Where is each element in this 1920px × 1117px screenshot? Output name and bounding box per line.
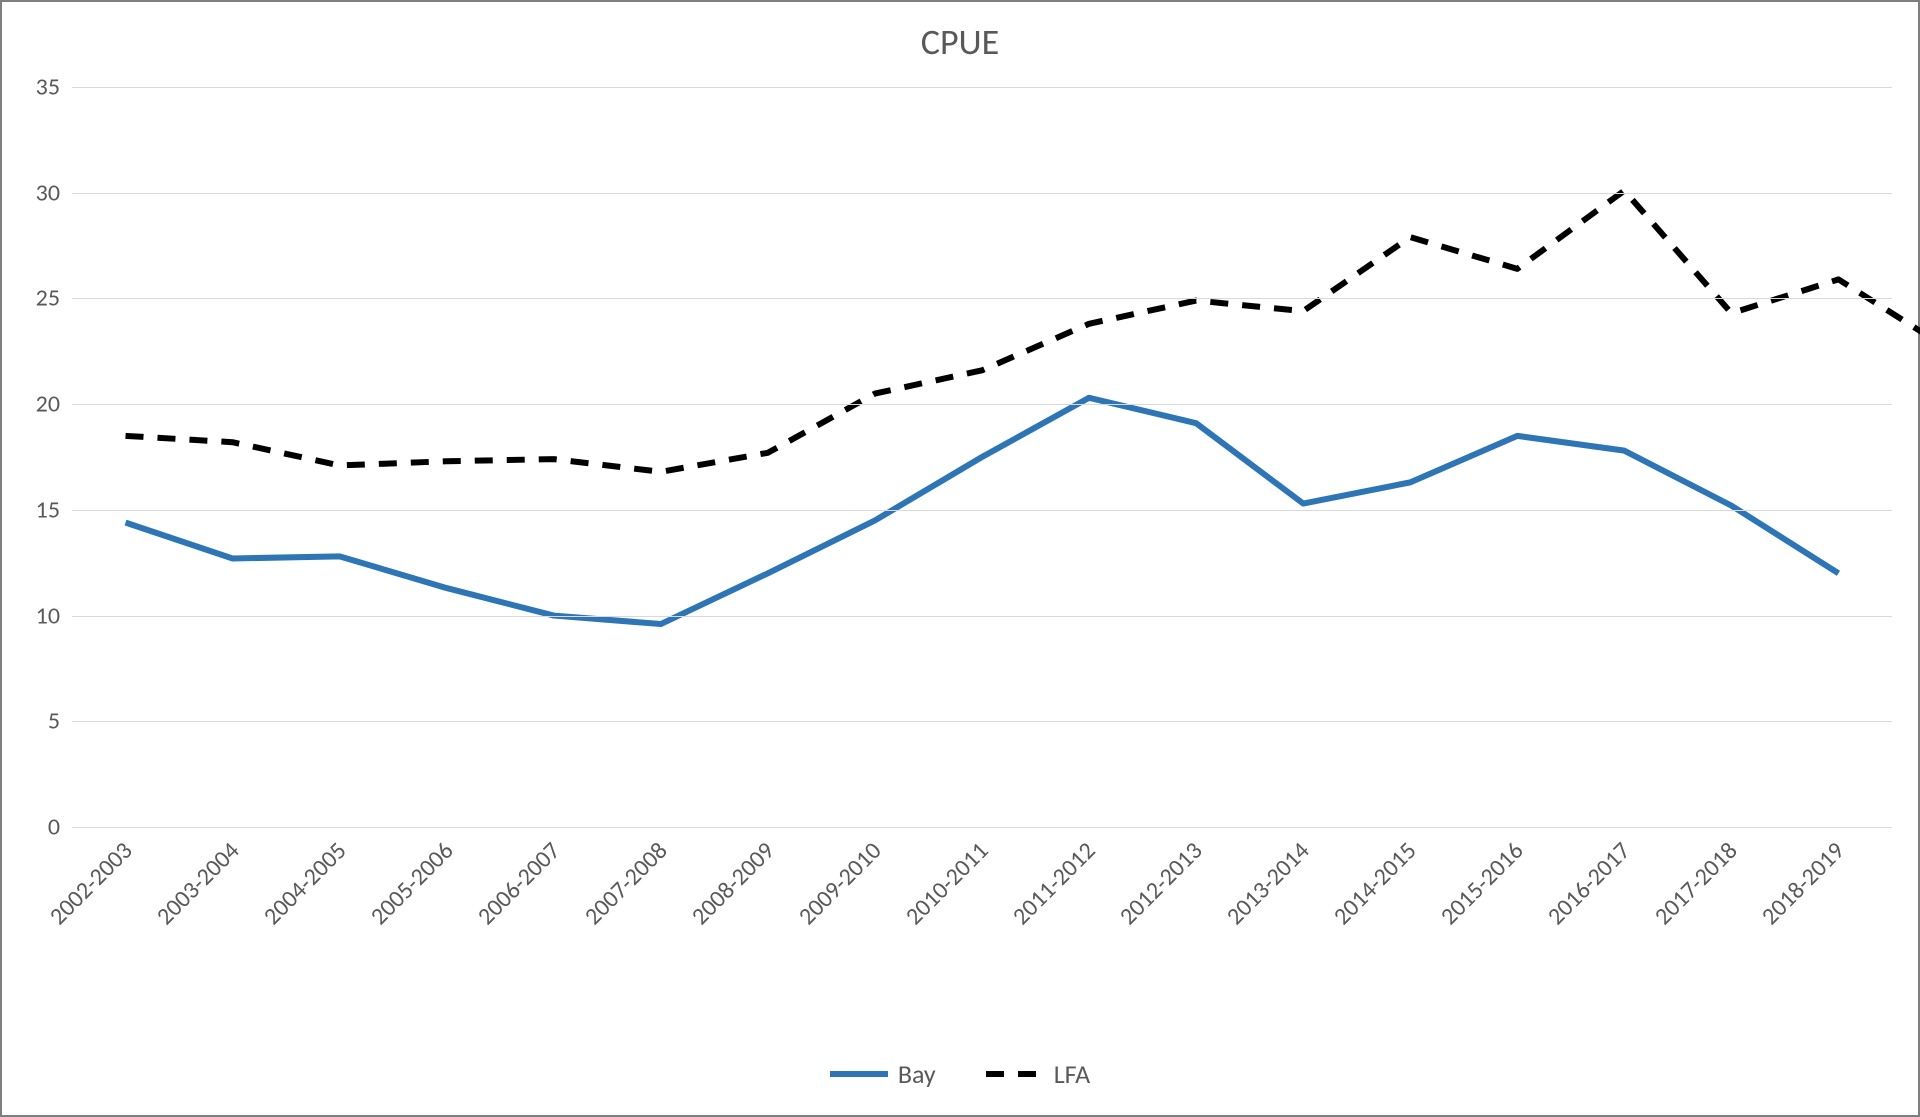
x-tick-label: 2008-2009 [681,832,780,931]
x-tick-label: 2016-2017 [1538,832,1637,931]
legend-swatch-icon [830,1069,888,1079]
x-tick-label: 2002-2003 [39,832,138,931]
x-tick-label: 2014-2015 [1324,832,1423,931]
x-tick-label: 2015-2016 [1431,832,1530,931]
x-tick-label: 2012-2013 [1110,832,1209,931]
gridline [72,404,1892,405]
x-tick-label: 2004-2005 [253,832,352,931]
x-tick-label: 2006-2007 [467,832,566,931]
chart-title: CPUE [2,20,1918,64]
gridline [72,827,1892,828]
cpue-line-chart: CPUE 051015202530352002-20032003-2004200… [0,0,1920,1117]
gridline [72,721,1892,722]
x-tick-label: 2017-2018 [1645,832,1744,931]
x-tick-label: 2013-2014 [1217,832,1316,931]
x-tick-label: 2003-2004 [146,832,245,931]
x-tick-label: 2009-2010 [789,832,888,931]
legend-swatch-icon [986,1069,1044,1079]
series-lines [72,87,1892,827]
legend-item-bay: Bay [830,1058,936,1090]
legend-label: Bay [898,1058,936,1090]
y-tick-label: 10 [36,601,72,630]
gridline [72,298,1892,299]
y-tick-label: 0 [48,813,72,842]
y-tick-label: 30 [36,178,72,207]
gridline [72,616,1892,617]
gridline [72,193,1892,194]
plot-area: 051015202530352002-20032003-20042004-200… [72,87,1892,827]
y-tick-label: 25 [36,284,72,313]
series-line-lfa [126,191,1920,472]
x-tick-label: 2005-2006 [360,832,459,931]
x-tick-label: 2010-2011 [896,832,995,931]
gridline [72,510,1892,511]
gridline [72,87,1892,88]
y-tick-label: 5 [48,707,72,736]
legend-label: LFA [1054,1058,1090,1090]
series-line-bay [126,398,1839,624]
x-tick-label: 2011-2012 [1003,832,1102,931]
legend: Bay LFA [2,1058,1918,1090]
x-tick-label: 2007-2008 [574,832,673,931]
y-tick-label: 15 [36,495,72,524]
x-tick-label: 2018-2019 [1752,832,1851,931]
y-tick-label: 20 [36,390,72,419]
legend-item-lfa: LFA [986,1058,1090,1090]
y-tick-label: 35 [36,73,72,102]
